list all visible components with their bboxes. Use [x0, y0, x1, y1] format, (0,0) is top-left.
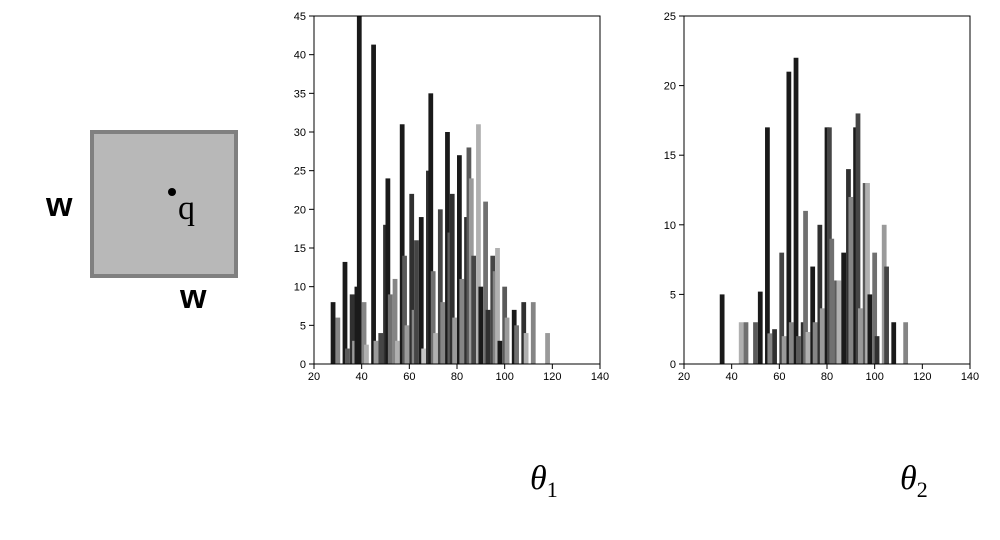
- w-label-left: w: [46, 186, 72, 225]
- svg-text:25: 25: [294, 166, 306, 178]
- svg-text:80: 80: [451, 371, 463, 383]
- w-label-bottom: w: [180, 278, 206, 317]
- histogram-theta1: 20 40 60 80 100 120 140 0 5 10 15 20 25 30 35 40 45: [280, 8, 610, 388]
- svg-text:15: 15: [294, 243, 306, 255]
- q-label: q: [178, 190, 195, 228]
- svg-text:45: 45: [294, 11, 306, 23]
- histogram-theta2: 20 40 60 80 100 120 140 0 5 10 15 20 25: [650, 8, 980, 388]
- svg-text:0: 0: [300, 359, 306, 371]
- svg-text:5: 5: [300, 320, 306, 332]
- svg-text:15: 15: [664, 150, 676, 162]
- q-dot: [168, 188, 176, 196]
- svg-text:40: 40: [356, 371, 368, 383]
- theta1-label: θ1: [530, 460, 558, 503]
- svg-text:20: 20: [308, 371, 320, 383]
- svg-text:10: 10: [664, 220, 676, 232]
- histogram-theta2-svg: 20 40 60 80 100 120 140 0 5 10 15 20 25: [650, 8, 980, 388]
- theta2-label: θ2: [900, 460, 928, 503]
- theta1-sub: 1: [547, 477, 558, 502]
- figure-container: q w w 2040608010012014005101520253035404…: [0, 0, 1000, 540]
- gray-square: q: [90, 130, 238, 278]
- svg-text:140: 140: [591, 371, 609, 383]
- svg-text:60: 60: [403, 371, 415, 383]
- svg-text:120: 120: [543, 371, 561, 383]
- histogram-theta1-svg: 20 40 60 80 100 120 140 0 5 10 15 20 25 30 35 40 45: [280, 8, 610, 388]
- svg-text:0: 0: [670, 359, 676, 371]
- theta2-sub: 2: [917, 477, 928, 502]
- svg-text:25: 25: [664, 11, 676, 23]
- svg-text:20: 20: [664, 81, 676, 93]
- svg-text:35: 35: [294, 88, 306, 100]
- theta2-symbol: θ: [900, 460, 917, 497]
- svg-text:120: 120: [913, 371, 931, 383]
- svg-text:5: 5: [670, 289, 676, 301]
- svg-text:100: 100: [495, 371, 513, 383]
- svg-text:20: 20: [294, 204, 306, 216]
- svg-text:100: 100: [865, 371, 883, 383]
- svg-text:40: 40: [726, 371, 738, 383]
- svg-text:10: 10: [294, 282, 306, 294]
- svg-text:60: 60: [773, 371, 785, 383]
- svg-text:140: 140: [961, 371, 979, 383]
- svg-text:30: 30: [294, 127, 306, 139]
- svg-text:40: 40: [294, 50, 306, 62]
- svg-text:80: 80: [821, 371, 833, 383]
- theta1-symbol: θ: [530, 460, 547, 497]
- svg-text:20: 20: [678, 371, 690, 383]
